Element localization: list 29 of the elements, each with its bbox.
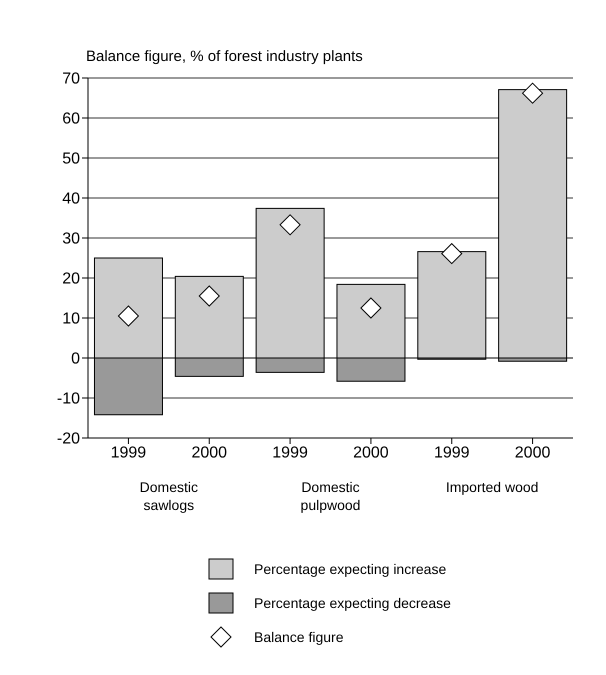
y-tick-label: 20 (62, 270, 80, 288)
y-tick-label: 40 (62, 190, 80, 208)
y-tick-label: -10 (56, 390, 80, 408)
legend-label: Percentage expecting decrease (254, 595, 451, 611)
point (118, 306, 139, 326)
y-tick-label: 60 (62, 110, 80, 128)
x-tick-label: 2000 (353, 444, 389, 462)
x-tick-label: 2000 (191, 444, 228, 462)
point (441, 243, 462, 264)
y-tick-label: -20 (56, 430, 80, 448)
point (198, 286, 220, 306)
legend-label: Balance figure (254, 629, 344, 645)
point (360, 298, 382, 318)
text: Imported wood (444, 478, 540, 496)
y-tick-label: 30 (62, 230, 80, 248)
y-axis-title: Balance figure, % of forest industry plants (86, 48, 363, 65)
y-tick-label: 70 (62, 70, 80, 88)
x-tick-label: 2000 (514, 444, 550, 462)
y-tick-label: 10 (62, 310, 80, 328)
text: Domestic pulpwood (300, 478, 362, 514)
text: Domestic sawlogs (138, 478, 199, 514)
point (280, 214, 301, 236)
x-tick-label: 1999 (110, 444, 146, 462)
x-tick-label: 1999 (272, 444, 308, 462)
y-tick-label: 0 (71, 350, 80, 368)
legend-label: Percentage expecting increase (254, 561, 446, 577)
y-tick-label: 50 (62, 150, 80, 168)
point (522, 82, 544, 104)
x-tick-label: 1999 (434, 444, 470, 462)
